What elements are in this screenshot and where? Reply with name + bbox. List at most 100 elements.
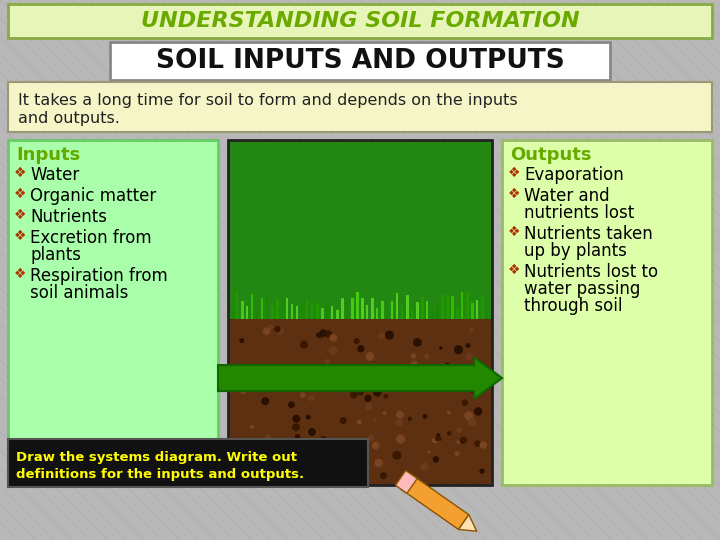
Bar <box>341 298 344 319</box>
Bar <box>276 300 279 319</box>
Circle shape <box>460 387 462 389</box>
Bar <box>228 140 492 485</box>
Circle shape <box>467 354 472 359</box>
Circle shape <box>297 441 305 449</box>
Text: ❖: ❖ <box>508 166 521 180</box>
Circle shape <box>233 477 238 482</box>
Circle shape <box>275 478 280 483</box>
Bar <box>366 305 369 319</box>
Bar <box>396 293 397 319</box>
Circle shape <box>240 387 246 394</box>
Text: ❖: ❖ <box>508 225 521 239</box>
Text: ❖: ❖ <box>14 267 27 281</box>
Circle shape <box>292 373 297 379</box>
Text: soil animals: soil animals <box>30 284 128 302</box>
Bar <box>336 309 339 319</box>
Circle shape <box>357 420 361 424</box>
Text: Water and: Water and <box>524 187 610 205</box>
Bar <box>426 301 428 319</box>
Circle shape <box>277 453 281 456</box>
Circle shape <box>347 447 351 451</box>
Circle shape <box>262 398 269 404</box>
Circle shape <box>291 465 298 472</box>
Circle shape <box>419 377 426 385</box>
Circle shape <box>318 467 321 470</box>
Circle shape <box>343 477 351 485</box>
Circle shape <box>443 374 449 380</box>
Circle shape <box>397 435 405 443</box>
Text: Nutrients taken: Nutrients taken <box>524 225 653 243</box>
Circle shape <box>254 384 258 388</box>
Bar <box>441 295 444 319</box>
Text: ❖: ❖ <box>14 208 27 222</box>
Circle shape <box>412 361 417 367</box>
Circle shape <box>466 344 469 347</box>
Circle shape <box>392 374 397 379</box>
Circle shape <box>264 328 270 334</box>
Circle shape <box>343 376 346 380</box>
Bar <box>8 82 712 132</box>
Circle shape <box>320 330 326 336</box>
Circle shape <box>240 339 243 342</box>
Circle shape <box>321 436 326 442</box>
Bar <box>356 292 359 319</box>
Circle shape <box>379 333 384 339</box>
Bar <box>236 292 238 319</box>
Circle shape <box>292 424 300 430</box>
Circle shape <box>414 339 421 346</box>
Bar <box>261 298 264 319</box>
Text: water passing: water passing <box>524 280 640 298</box>
Circle shape <box>391 381 396 386</box>
Circle shape <box>384 395 387 398</box>
Circle shape <box>359 473 362 477</box>
Bar <box>231 310 234 319</box>
Text: Evaporation: Evaporation <box>524 166 624 184</box>
Circle shape <box>320 335 323 338</box>
Circle shape <box>307 456 310 458</box>
Text: ❖: ❖ <box>508 187 521 201</box>
Circle shape <box>425 355 429 359</box>
Circle shape <box>358 346 364 352</box>
Circle shape <box>317 333 320 337</box>
Circle shape <box>475 441 480 446</box>
Circle shape <box>293 415 300 422</box>
Text: plants: plants <box>30 246 81 264</box>
Circle shape <box>437 434 440 436</box>
Circle shape <box>296 435 300 438</box>
Bar <box>228 140 492 319</box>
Bar <box>401 306 403 319</box>
Circle shape <box>375 460 382 467</box>
Bar <box>8 140 218 485</box>
Circle shape <box>295 474 301 480</box>
Bar <box>461 292 463 319</box>
Bar <box>281 302 283 319</box>
Bar <box>346 298 348 319</box>
Text: and outputs.: and outputs. <box>18 111 120 125</box>
Text: ❖: ❖ <box>14 229 27 243</box>
Circle shape <box>448 411 450 414</box>
Circle shape <box>294 475 299 479</box>
Text: Organic matter: Organic matter <box>30 187 156 205</box>
Circle shape <box>393 451 401 459</box>
Circle shape <box>284 438 287 442</box>
Circle shape <box>450 386 456 392</box>
Bar <box>8 4 712 38</box>
Circle shape <box>344 444 346 447</box>
Circle shape <box>373 443 379 449</box>
Bar <box>326 301 329 319</box>
Bar <box>391 301 393 319</box>
Circle shape <box>280 470 284 474</box>
Circle shape <box>251 426 253 428</box>
Circle shape <box>455 346 462 354</box>
Circle shape <box>301 341 307 348</box>
Bar <box>466 292 469 319</box>
Bar <box>271 306 274 319</box>
Bar <box>421 297 424 319</box>
Circle shape <box>428 451 430 453</box>
Bar <box>251 294 253 319</box>
Bar <box>316 303 320 319</box>
Bar <box>246 306 248 319</box>
Bar <box>241 301 243 319</box>
Circle shape <box>462 400 467 406</box>
Bar <box>371 298 374 319</box>
